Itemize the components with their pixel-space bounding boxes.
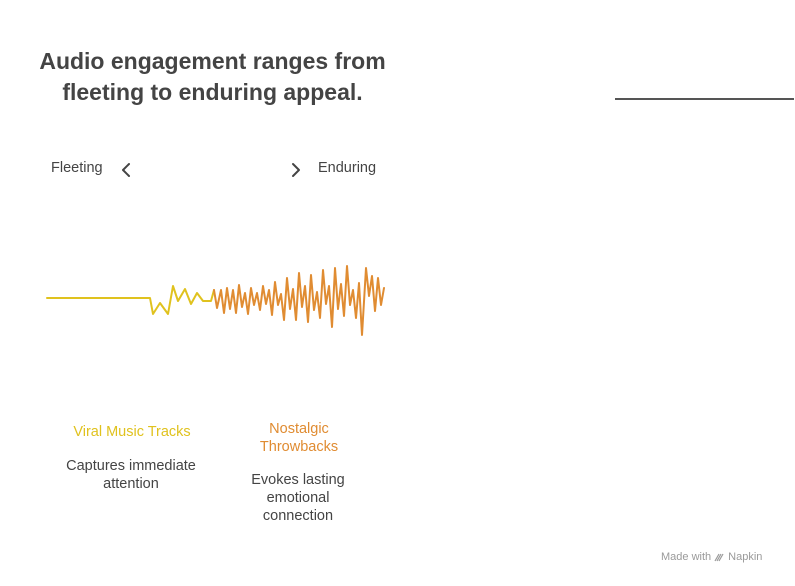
footer-brand: Napkin xyxy=(728,551,763,563)
fleeting-label: Fleeting xyxy=(51,160,103,176)
napkin-logo-icon xyxy=(714,553,724,561)
waveform-viral-segment xyxy=(46,285,215,315)
footer-text: Made with xyxy=(661,551,712,563)
chevron-right-icon xyxy=(292,163,300,177)
item-desc-nostalgic: Evokes lasting emotional connection xyxy=(251,472,345,524)
waveform-nostalgic-segment xyxy=(213,265,385,336)
chevron-left-icon xyxy=(122,163,130,177)
item-title-viral: Viral Music Tracks xyxy=(73,424,191,440)
divider-line xyxy=(615,98,794,100)
enduring-label: Enduring xyxy=(318,160,377,176)
footer-attribution: Made with Napkin xyxy=(661,551,762,563)
page-title: Audio engagement ranges from fleeting to… xyxy=(39,48,386,105)
item-desc-viral: Captures immediate attention xyxy=(66,458,196,492)
item-title-nostalgic: Nostalgic Throwbacks xyxy=(259,421,339,455)
